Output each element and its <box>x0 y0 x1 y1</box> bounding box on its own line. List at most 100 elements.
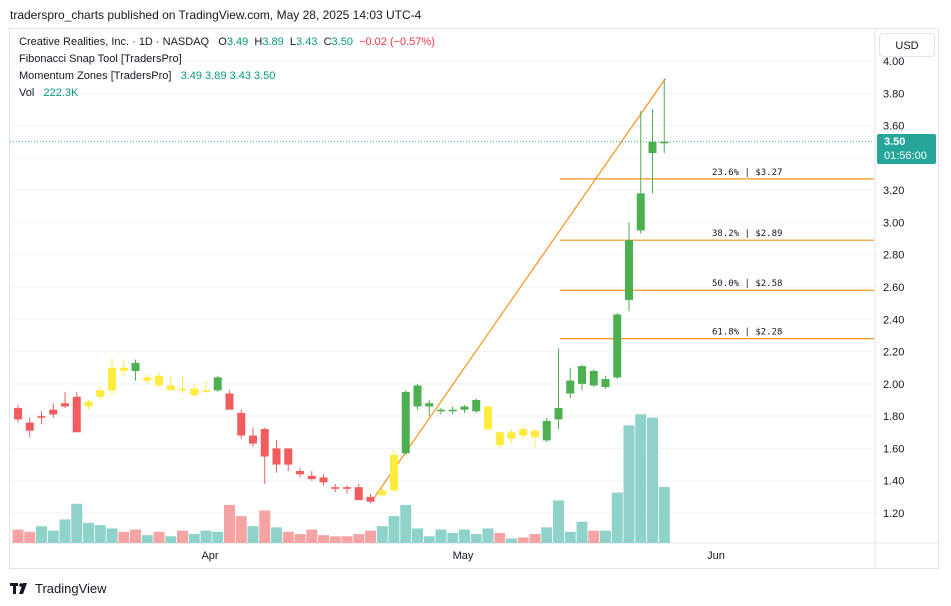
candle-body <box>237 412 246 436</box>
time-axis: Apr May Jun <box>201 550 724 562</box>
volume-bar <box>200 530 212 543</box>
price-tick-label: 4.00 <box>883 56 904 68</box>
candle-body <box>625 240 633 300</box>
volume-bar <box>24 531 36 543</box>
candle-body <box>319 477 328 483</box>
ohlc-open: O3.49 <box>218 36 249 48</box>
tradingview-icon <box>10 582 27 594</box>
candle-body <box>84 401 93 407</box>
candle-body <box>343 487 351 489</box>
candle-body <box>578 366 586 384</box>
candle-body <box>143 377 152 381</box>
candle-body <box>225 393 234 410</box>
chart-frame <box>9 28 939 569</box>
volume-bar <box>306 529 318 543</box>
published-caption: traderspro_charts published on TradingVi… <box>10 8 422 22</box>
candle-body <box>613 314 622 378</box>
candle-body <box>460 406 469 410</box>
volume-bar <box>459 529 470 543</box>
price-tick-label: 2.40 <box>883 314 904 326</box>
candle-body <box>636 193 645 231</box>
ohlc-close: C3.50 <box>323 36 353 48</box>
volume-bar <box>188 534 200 543</box>
candle-body <box>166 385 175 391</box>
volume-bar <box>623 425 635 543</box>
volume-bar <box>282 531 294 543</box>
volume-bar <box>271 527 282 543</box>
volume-bars <box>12 414 670 543</box>
volume-bar <box>388 516 400 543</box>
volume-bar <box>71 503 83 543</box>
volume-value: 222.3K <box>43 87 79 99</box>
volume-bar <box>541 527 553 543</box>
tradingview-logo[interactable]: TradingView <box>10 581 107 596</box>
price-tick-label: 1.80 <box>883 411 904 423</box>
brand-name: TradingView <box>35 581 107 596</box>
volume-bar <box>482 528 494 543</box>
fib-level-label: 38.2% | $2.89 <box>712 229 782 239</box>
candle-body <box>448 409 457 412</box>
volume-bar <box>506 538 517 543</box>
candle-body <box>554 408 563 420</box>
candle-body <box>366 496 375 502</box>
candle-body <box>260 429 269 457</box>
volume-bar <box>165 536 177 543</box>
candle-body <box>531 430 539 438</box>
volume-bar <box>611 492 623 543</box>
volume-bar <box>447 532 459 543</box>
last-price-tag: 3.50 01:56:00 <box>877 134 936 164</box>
volume-bar <box>118 531 130 543</box>
price-tick-label: 3.00 <box>883 217 904 229</box>
time-tick-label: May <box>453 550 474 562</box>
indicator-momentum-label: Momentum Zones [TradersPro] <box>19 70 172 82</box>
volume-bar <box>553 500 564 543</box>
volume-bar <box>294 534 306 543</box>
indicator-volume[interactable]: Vol 222.3K <box>19 87 78 99</box>
volume-bar <box>36 526 47 543</box>
volume-bar <box>141 535 153 543</box>
volume-bar <box>376 526 388 543</box>
volume-bar <box>12 529 24 543</box>
price-change: −0.02 (−0.57%) <box>359 36 435 48</box>
candle-body <box>49 409 58 415</box>
volume-bar <box>177 530 188 543</box>
grid <box>10 29 938 568</box>
candle-body <box>378 490 387 496</box>
candle-body <box>425 403 434 407</box>
candle-body <box>519 429 528 436</box>
volume-bar <box>153 531 165 543</box>
candle-body <box>307 475 316 480</box>
candle-body <box>296 471 304 475</box>
fib-level-label: 23.6% | $3.27 <box>712 168 782 178</box>
legend-symbol-row[interactable]: Creative Realities, Inc. · 1D · NASDAQ O… <box>19 36 435 48</box>
volume-bar <box>130 529 141 543</box>
candle-body <box>401 391 410 454</box>
indicator-momentum-zones[interactable]: Momentum Zones [TradersPro] 3.49 3.89 3.… <box>19 70 275 82</box>
currency-button[interactable]: USD <box>879 33 935 57</box>
volume-bar <box>529 534 541 543</box>
volume-bar <box>235 516 247 543</box>
last-price: 3.50 <box>884 136 906 148</box>
candle-body <box>213 377 222 391</box>
volume-bar <box>212 531 224 543</box>
candle-body <box>37 416 46 418</box>
candle-body <box>542 420 551 441</box>
price-tick-label: 2.20 <box>883 347 904 359</box>
bar-countdown: 01:56:00 <box>884 150 927 162</box>
price-tick-label: 2.00 <box>883 379 904 391</box>
fib-level-label: 61.8% | $2.28 <box>712 328 782 338</box>
candle-body <box>96 390 105 397</box>
candle-body <box>202 390 210 392</box>
candle-body <box>272 448 281 465</box>
fib-level-label: 50.0% | $2.58 <box>712 279 782 289</box>
volume-bar <box>564 531 576 543</box>
candle-body <box>507 432 516 439</box>
indicator-fib-snap[interactable]: Fibonacci Snap Tool [TradersPro] <box>19 53 182 65</box>
volume-bar <box>329 536 341 543</box>
volume-bar <box>224 504 235 543</box>
symbol-name: Creative Realities, Inc. · 1D · NASDAQ <box>19 36 210 48</box>
candle-body <box>472 400 481 412</box>
price-tick-label: 3.80 <box>883 88 904 100</box>
price-tick-label: 2.80 <box>883 250 904 262</box>
